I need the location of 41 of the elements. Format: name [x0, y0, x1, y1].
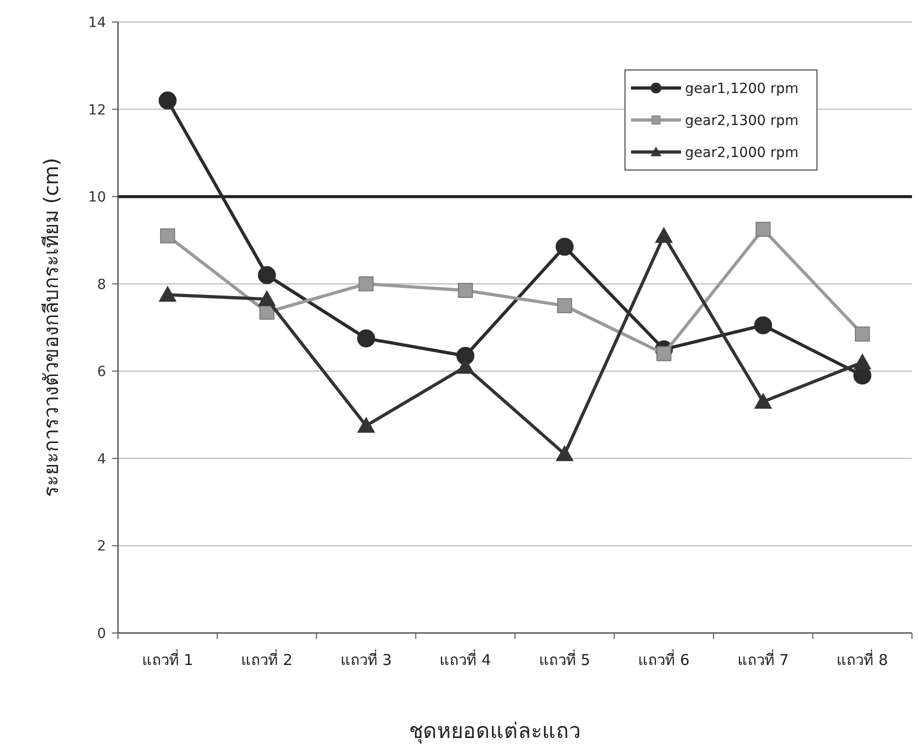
- point: [158, 92, 177, 110]
- y-tick-label: 14: [88, 15, 106, 31]
- legend-label: gear2,1300 rpm: [685, 113, 799, 129]
- legend-label: gear1,1200 rpm: [685, 81, 799, 97]
- y-tick-label: 6: [97, 364, 106, 380]
- y-tick-label: 2: [97, 538, 106, 555]
- x-tick-label: แถวที่ 6: [638, 649, 690, 669]
- point: [656, 346, 672, 362]
- point: [854, 326, 870, 342]
- y-tick-label: 0: [97, 626, 106, 642]
- point: [458, 282, 473, 298]
- y-tick-label: 12: [88, 102, 106, 118]
- point: [258, 290, 276, 306]
- y-tick-label: 10: [88, 190, 106, 206]
- x-tick-label: แถวที่ 2: [241, 649, 293, 669]
- y-tick-label: 4: [97, 451, 106, 468]
- x-tick-label: แถวที่ 1: [142, 649, 194, 669]
- point: [754, 316, 772, 334]
- point: [556, 238, 574, 256]
- x-axis-title: ชุดหยอดแต่ละแถว: [409, 719, 581, 744]
- x-tick-label: แถวที่ 8: [836, 649, 888, 669]
- point: [654, 226, 673, 243]
- y-tick-label: 8: [97, 276, 106, 293]
- point: [754, 392, 772, 409]
- point: [557, 298, 572, 314]
- legend-label: gear2,1000 rpm: [685, 145, 799, 161]
- x-tick-label: แถวที่ 5: [538, 649, 590, 669]
- point: [358, 276, 374, 292]
- point: [357, 329, 376, 348]
- point: [158, 286, 177, 302]
- y-axis-title: ระยะการวางตัวของกลีบกระเทียม (cm): [39, 158, 63, 498]
- point: [160, 228, 176, 244]
- point: [456, 358, 474, 374]
- point: [357, 416, 376, 433]
- x-tick-label: แถวที่ 4: [440, 649, 492, 669]
- point: [756, 222, 771, 237]
- point: [853, 353, 872, 370]
- point: [556, 445, 574, 462]
- point: [258, 266, 276, 284]
- x-tick-label: แถวที่ 3: [340, 649, 392, 669]
- x-tick-label: แถวที่ 7: [737, 649, 789, 669]
